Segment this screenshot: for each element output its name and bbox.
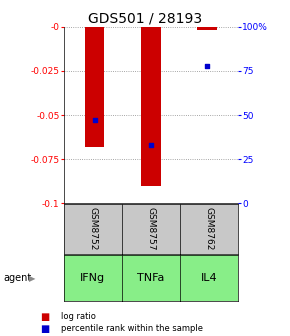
Text: TNFa: TNFa bbox=[137, 273, 164, 283]
Bar bbox=[197, 27, 217, 31]
Text: GSM8757: GSM8757 bbox=[146, 207, 155, 251]
Text: IL4: IL4 bbox=[200, 273, 217, 283]
Point bbox=[92, 118, 97, 123]
Text: log ratio: log ratio bbox=[61, 312, 96, 321]
Bar bbox=[141, 27, 161, 185]
Text: GSM8762: GSM8762 bbox=[204, 207, 213, 251]
Text: IFNg: IFNg bbox=[80, 273, 105, 283]
Text: GSM8752: GSM8752 bbox=[88, 207, 97, 251]
Text: agent: agent bbox=[3, 273, 31, 283]
Bar bbox=[85, 27, 104, 147]
Text: percentile rank within the sample: percentile rank within the sample bbox=[61, 324, 203, 333]
Text: ■: ■ bbox=[41, 311, 50, 322]
Text: ■: ■ bbox=[41, 324, 50, 334]
Text: ▶: ▶ bbox=[29, 274, 35, 283]
Text: GDS501 / 28193: GDS501 / 28193 bbox=[88, 12, 202, 26]
Point bbox=[148, 142, 153, 148]
Point bbox=[205, 63, 209, 69]
